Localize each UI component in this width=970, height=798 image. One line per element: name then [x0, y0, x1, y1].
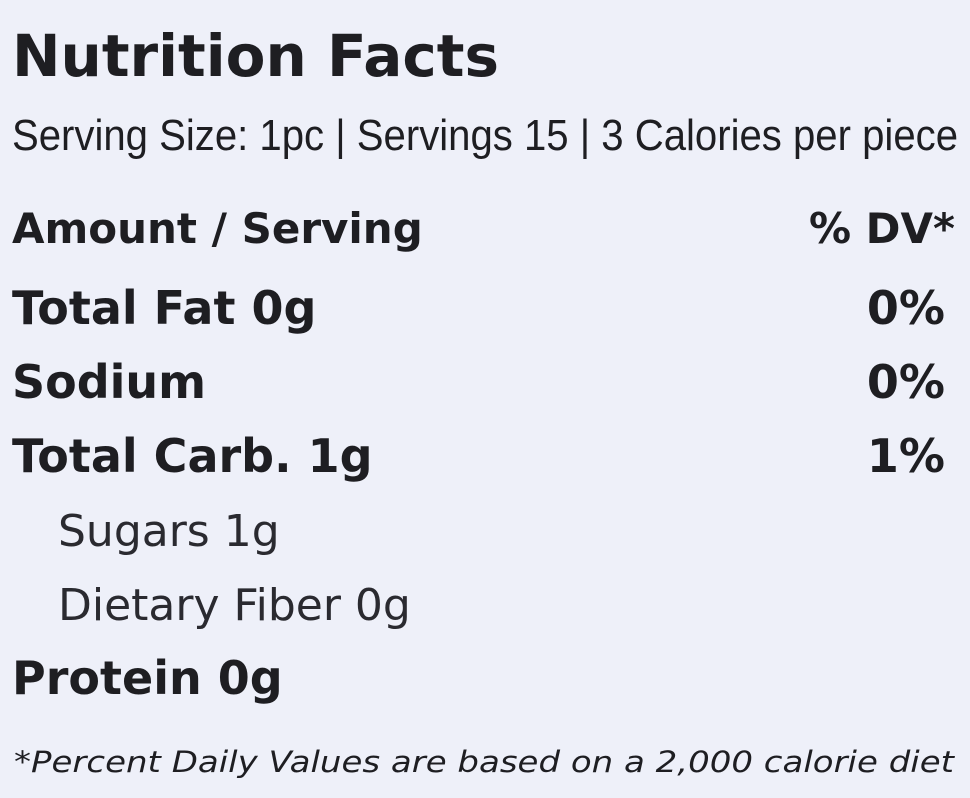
sub-nutrient-label: Dietary Fiber 0g — [58, 580, 411, 631]
daily-value: 0% — [867, 281, 945, 335]
nutrient-label: Sodium — [12, 355, 206, 409]
nutrient-label: Protein 0g — [12, 651, 283, 705]
daily-value: 1% — [867, 429, 945, 483]
dv-header: % DV* — [809, 204, 955, 253]
sub-nutrient-label: Sugars 1g — [58, 506, 280, 557]
nutrient-label: Total Fat 0g — [12, 281, 316, 335]
nutrient-label: Total Carb. 1g — [12, 429, 373, 483]
daily-value: 0% — [867, 355, 945, 409]
title: Nutrition Facts — [12, 22, 499, 90]
footnote: *Percent Daily Values are based on a 2,0… — [14, 745, 956, 779]
amount-header: Amount / Serving — [12, 204, 423, 253]
serving-info: Serving Size: 1pc | Servings 15 | 3 Calo… — [12, 111, 958, 160]
